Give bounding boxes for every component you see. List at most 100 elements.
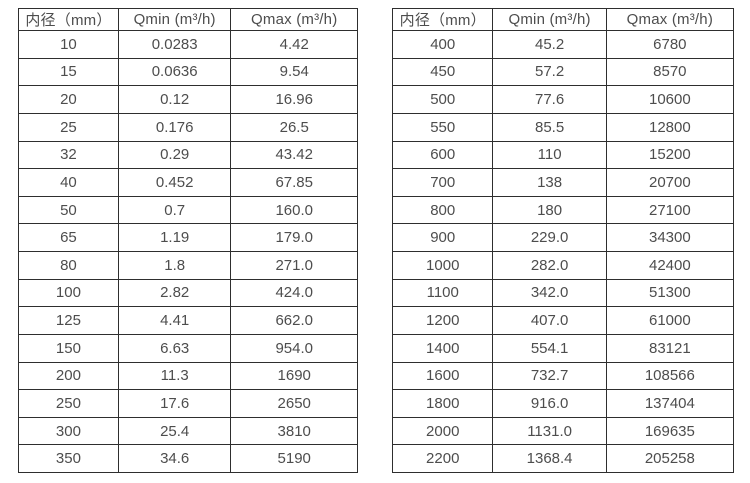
table-cell: 20700	[605, 168, 735, 197]
table-cell: 80	[18, 251, 119, 280]
table-row: 150 6.63 954.0	[18, 333, 358, 363]
table-cell: 282.0	[492, 251, 607, 280]
table-row: 500 77.6 10600	[391, 85, 735, 114]
table-cell: 40	[18, 168, 119, 197]
table-cell: 0.29	[117, 140, 232, 170]
table-cell: 1200	[391, 306, 494, 335]
table-cell: 137404	[605, 389, 735, 418]
table-cell: 10600	[605, 85, 735, 114]
column-header: Qmax (m³/h)	[605, 8, 735, 31]
table-cell: 900	[391, 223, 494, 252]
table-cell: 732.7	[492, 361, 607, 391]
column-header: Qmin (m³/h)	[117, 8, 232, 31]
table-cell: 20	[18, 85, 119, 114]
flow-rate-table-large-diameters: 内径（mm） Qmin (m³/h) Qmax (m³/h) 400 45.2 6780 4…	[391, 8, 735, 473]
table-row: 200 11.3 1690	[18, 361, 358, 391]
table-cell: 10	[18, 30, 119, 59]
table-cell: 1600	[391, 361, 494, 391]
table-cell: 400	[391, 30, 494, 59]
table-cell: 110	[492, 140, 607, 170]
table-row: 1600 732.7 108566	[391, 361, 735, 391]
table-cell: 0.7	[117, 195, 232, 225]
table-row: 125 4.41 662.0	[18, 306, 358, 335]
table-cell: 32	[18, 140, 119, 170]
table-row: 450 57.2 8570	[391, 57, 735, 87]
table-cell: 50	[18, 195, 119, 225]
table-row: 20 0.12 16.96	[18, 85, 358, 114]
table-cell: 42400	[605, 251, 735, 280]
table-row: 350 34.6 5190	[18, 444, 358, 473]
table-cell: 26.5	[230, 112, 358, 142]
table-row: 800 180 27100	[391, 195, 735, 225]
table-cell: 179.0	[230, 223, 358, 252]
table-row: 2000 1131.0 169635	[391, 416, 735, 446]
table-row: 600 110 15200	[391, 140, 735, 170]
table-cell: 67.85	[230, 168, 358, 197]
table-cell: 51300	[605, 278, 735, 308]
table-cell: 600	[391, 140, 494, 170]
flow-rate-table-small-diameters: 内径（mm） Qmin (m³/h) Qmax (m³/h) 10 0.0283 4.42…	[18, 8, 358, 473]
table-cell: 5190	[230, 444, 358, 473]
table-cell: 25	[18, 112, 119, 142]
table-cell: 27100	[605, 195, 735, 225]
table-cell: 450	[391, 57, 494, 87]
table-cell: 342.0	[492, 278, 607, 308]
table-row: 50 0.7 160.0	[18, 195, 358, 225]
header-row: 内径（mm） Qmin (m³/h) Qmax (m³/h)	[391, 8, 735, 31]
table-cell: 700	[391, 168, 494, 197]
table-cell: 2650	[230, 389, 358, 418]
table-cell: 1690	[230, 361, 358, 391]
table-cell: 57.2	[492, 57, 607, 87]
table-cell: 43.42	[230, 140, 358, 170]
header-row: 内径（mm） Qmin (m³/h) Qmax (m³/h)	[18, 8, 358, 31]
table-cell: 16.96	[230, 85, 358, 114]
table-cell: 4.42	[230, 30, 358, 59]
table-cell: 205258	[605, 444, 735, 473]
table-cell: 77.6	[492, 85, 607, 114]
table-row: 550 85.5 12800	[391, 112, 735, 142]
table-cell: 550	[391, 112, 494, 142]
table-row: 250 17.6 2650	[18, 389, 358, 418]
table-cell: 34300	[605, 223, 735, 252]
table-cell: 160.0	[230, 195, 358, 225]
table-cell: 662.0	[230, 306, 358, 335]
table-row: 900 229.0 34300	[391, 223, 735, 252]
table-cell: 554.1	[492, 333, 607, 363]
table-cell: 108566	[605, 361, 735, 391]
table-row: 1200 407.0 61000	[391, 306, 735, 335]
table-cell: 1131.0	[492, 416, 607, 446]
table-cell: 1400	[391, 333, 494, 363]
table-cell: 0.0283	[117, 30, 232, 59]
table-cell: 229.0	[492, 223, 607, 252]
table-row: 100 2.82 424.0	[18, 278, 358, 308]
table-cell: 125	[18, 306, 119, 335]
column-header: 内径（mm）	[18, 8, 119, 31]
table-cell: 1000	[391, 251, 494, 280]
table-row: 1100 342.0 51300	[391, 278, 735, 308]
table-cell: 1.8	[117, 251, 232, 280]
table-cell: 250	[18, 389, 119, 418]
table-cell: 17.6	[117, 389, 232, 418]
table-cell: 0.0636	[117, 57, 232, 87]
table-row: 25 0.176 26.5	[18, 112, 358, 142]
table-cell: 11.3	[117, 361, 232, 391]
table-cell: 916.0	[492, 389, 607, 418]
table-row: 65 1.19 179.0	[18, 223, 358, 252]
table-cell: 169635	[605, 416, 735, 446]
table-cell: 138	[492, 168, 607, 197]
table-row: 1000 282.0 42400	[391, 251, 735, 280]
table-cell: 407.0	[492, 306, 607, 335]
table-cell: 12800	[605, 112, 735, 142]
table-cell: 4.41	[117, 306, 232, 335]
table-cell: 45.2	[492, 30, 607, 59]
table-cell: 350	[18, 444, 119, 473]
table-cell: 1.19	[117, 223, 232, 252]
table-row: 1800 916.0 137404	[391, 389, 735, 418]
column-header: 内径（mm）	[391, 8, 494, 31]
table-row: 300 25.4 3810	[18, 416, 358, 446]
table-cell: 500	[391, 85, 494, 114]
table-cell: 2000	[391, 416, 494, 446]
table-row: 15 0.0636 9.54	[18, 57, 358, 87]
table-cell: 34.6	[117, 444, 232, 473]
